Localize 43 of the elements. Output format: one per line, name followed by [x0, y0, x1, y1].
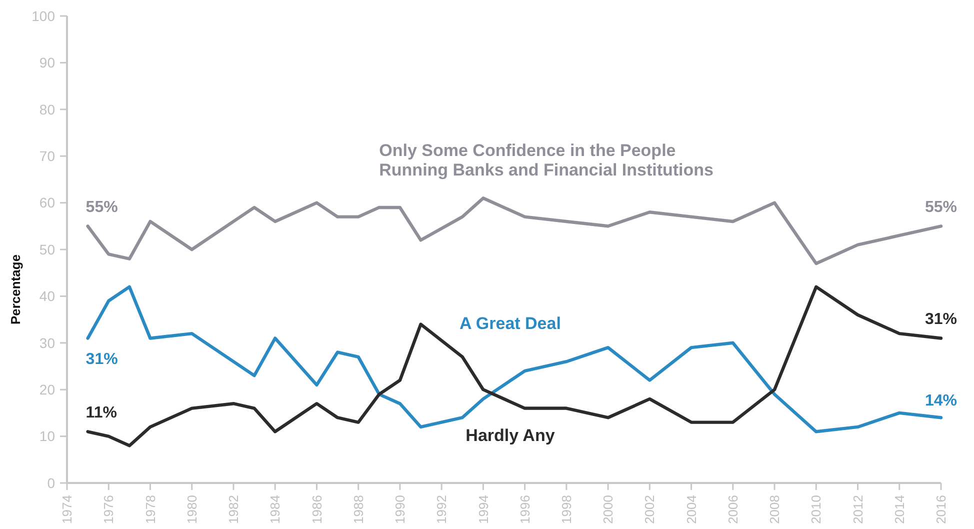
series-label: Hardly Any — [466, 426, 556, 445]
x-tick-label: 1978 — [142, 495, 158, 524]
data-label: 11% — [86, 404, 117, 422]
series-label: A Great Deal — [460, 314, 561, 333]
data-label: 31% — [86, 351, 118, 368]
y-tick-label: 40 — [39, 288, 56, 304]
x-tick-label: 2006 — [725, 495, 740, 524]
y-tick-label: 10 — [39, 428, 56, 444]
x-tick-label: 1996 — [517, 495, 532, 524]
x-tick-label: 1976 — [101, 495, 116, 524]
x-tick-label: 1986 — [309, 495, 324, 524]
data-label: 55% — [86, 199, 118, 216]
series-label: Only Some Confidence in the People Running Banks and Financial Institutions — [379, 141, 714, 180]
x-tick-label: 2010 — [808, 495, 824, 524]
y-tick-label: 100 — [32, 8, 56, 24]
x-tick-label: 1994 — [476, 495, 491, 524]
x-tick-label: 2004 — [684, 495, 699, 524]
y-tick-label: 50 — [39, 241, 56, 258]
x-tick-label: 2008 — [767, 495, 782, 524]
x-tick-label: 1982 — [226, 495, 242, 524]
y-tick-label: 0 — [47, 474, 56, 491]
data-label: 31% — [924, 311, 958, 328]
y-tick-label: 30 — [39, 334, 56, 351]
data-label: 14% — [924, 392, 958, 410]
y-axis-title: Percentage — [8, 254, 23, 325]
x-tick-label: 2002 — [642, 495, 658, 524]
y-tick-label: 20 — [39, 382, 56, 398]
x-tick-label: 2014 — [892, 495, 907, 524]
x-tick-label: 2000 — [600, 495, 616, 524]
data-label: 55% — [924, 199, 958, 216]
y-tick-label: 90 — [39, 54, 56, 71]
y-tick-label: 60 — [39, 194, 56, 211]
x-tick-label: 2016 — [934, 495, 949, 524]
x-tick-label: 1980 — [184, 495, 200, 524]
x-tick-label: 1984 — [268, 495, 283, 524]
x-tick-label: 1990 — [392, 495, 408, 524]
x-tick-label: 1998 — [558, 495, 574, 524]
x-tick-label: 2012 — [850, 495, 866, 524]
x-tick-label: 1992 — [434, 495, 450, 524]
x-tick-label: 1988 — [350, 495, 366, 524]
x-tick-label: 1974 — [60, 495, 75, 524]
y-tick-label: 80 — [39, 101, 56, 118]
y-tick-label: 70 — [39, 148, 56, 164]
